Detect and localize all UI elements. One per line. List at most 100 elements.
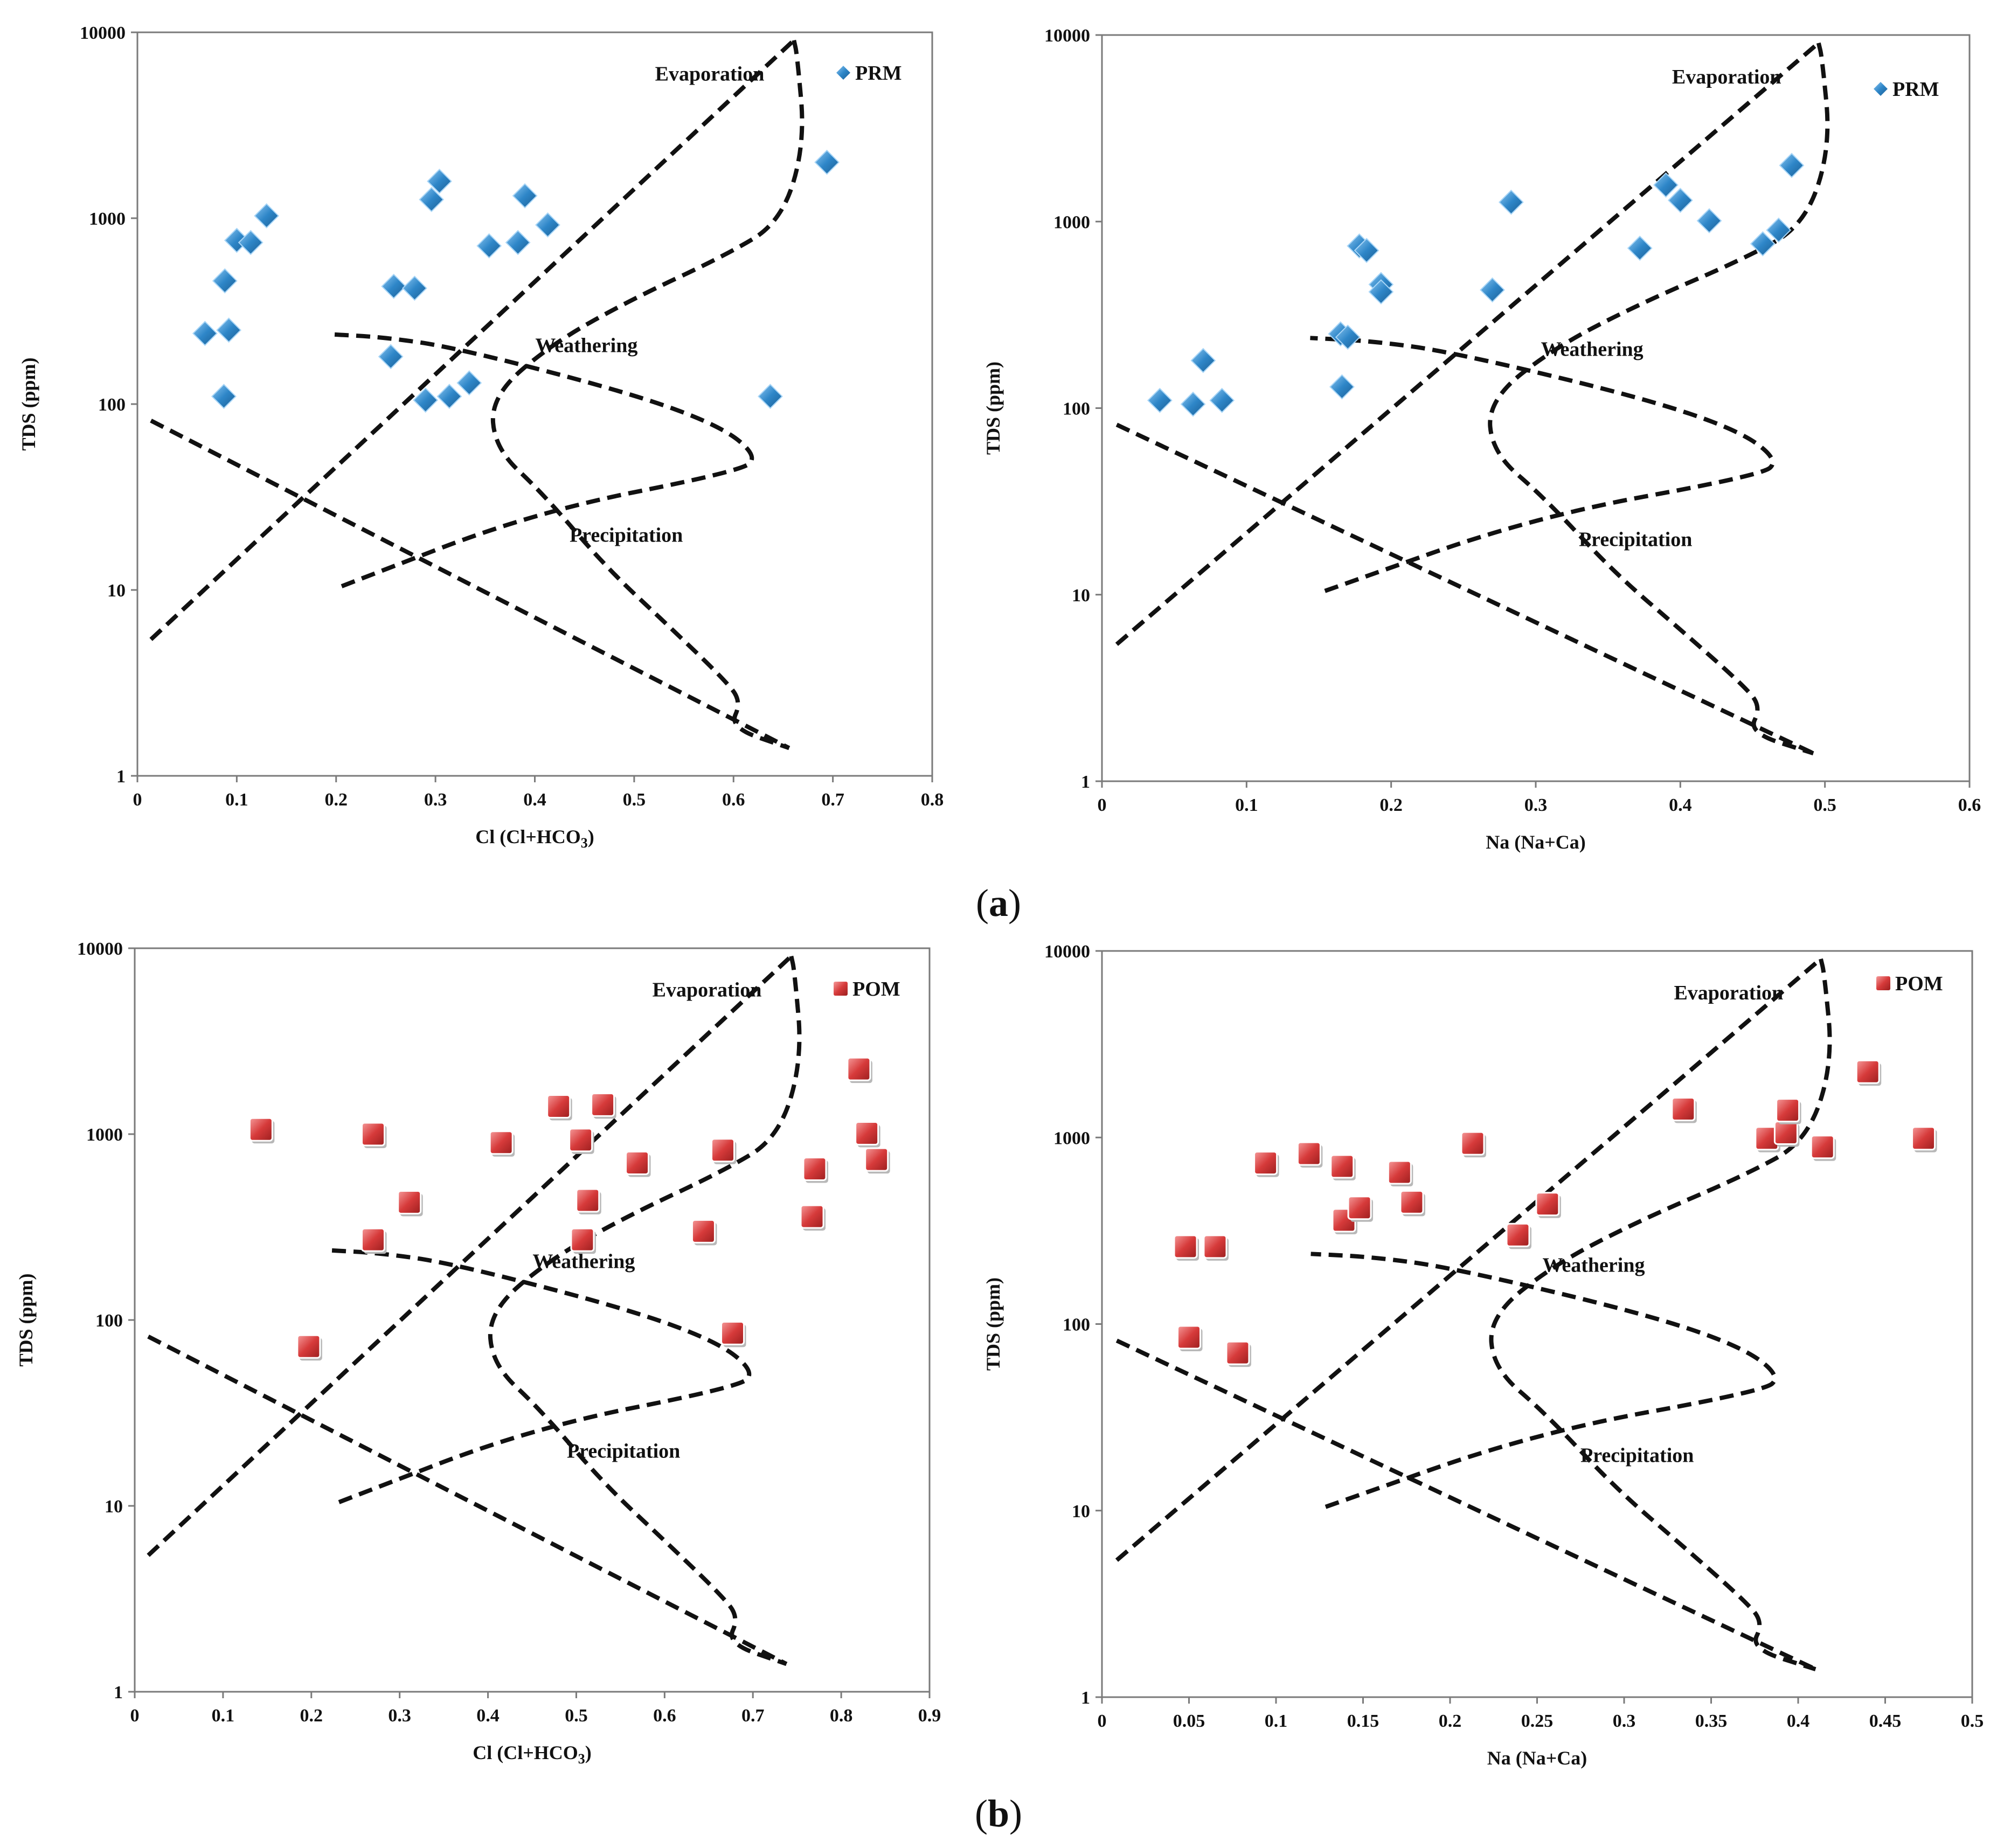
x-tick-label: 0 (1098, 1711, 1107, 1731)
y-tick-label: 1000 (89, 209, 126, 229)
x-axis-label: Na (Na+Ca) (1486, 831, 1585, 853)
y-tick-label: 1 (116, 767, 126, 787)
plot-frame (134, 947, 931, 1693)
x-tick-label: 0.5 (1813, 795, 1836, 815)
x-tick-label: 0.3 (1613, 1711, 1636, 1731)
x-tick-label: 0.8 (921, 790, 944, 810)
x-tick-label: 0.25 (1521, 1711, 1554, 1731)
data-point (568, 1128, 593, 1152)
data-point (1329, 374, 1355, 400)
weathering-envelope-curve (328, 332, 754, 588)
chart-4: 0 0.05 0.1 0.15 0.2 0.25 0.3 0.35 0.4 0.45 0.5 1 10 1… (982, 942, 1984, 1769)
data-point (1773, 1120, 1798, 1145)
x-tick-label: 0.8 (830, 1706, 853, 1726)
data-point (1354, 238, 1379, 263)
x-tick-label: 0.4 (523, 790, 546, 810)
evaporation-boundary-line (1115, 957, 1822, 1562)
data-point (505, 230, 531, 255)
zone-label-precipitation: Precipitation (570, 524, 683, 546)
x-tick-label: 0.1 (1235, 795, 1258, 815)
zone-label-evaporation: Evaporation (655, 63, 765, 86)
data-point (1190, 348, 1216, 373)
data-point (476, 233, 502, 259)
zone-label-weathering: Weathering (1541, 338, 1644, 361)
boomerang-envelope-curve (488, 955, 802, 1666)
x-tick-label: 0.5 (565, 1706, 588, 1726)
x-tick-label: 0.05 (1173, 1711, 1205, 1731)
y-tick-label: 100 (1063, 1315, 1090, 1335)
data-point (1335, 324, 1361, 350)
plot-frame (1101, 950, 1973, 1698)
x-axis-label: Cl (Cl+HCO3) (473, 1742, 592, 1767)
y-tick-label: 100 (98, 395, 126, 415)
y-axis-label: TDS (ppm) (982, 362, 1004, 455)
zone-label-precipitation: Precipitation (1579, 529, 1692, 551)
y-tick-label: 1000 (86, 1125, 123, 1145)
legend-marker (1874, 82, 1888, 96)
data-point (1653, 172, 1679, 198)
y-axis-label: TDS (ppm) (15, 1273, 37, 1366)
data-point (1387, 1160, 1412, 1185)
data-point (378, 344, 404, 370)
zone-label-evaporation: Evaporation (653, 979, 762, 1002)
zone-label-precipitation: Precipitation (1580, 1444, 1694, 1467)
data-point (436, 384, 462, 409)
y-axis-label: TDS (ppm) (982, 1277, 1004, 1371)
precipitation-boundary-line (150, 419, 791, 750)
legend-label: POM (1895, 972, 1943, 995)
data-point (1225, 1340, 1250, 1365)
chart-2: 0 0.1 0.2 0.3 0.4 0.5 0.6 1 10 100 1000 10000 Na (Na… (982, 26, 1981, 853)
data-point (535, 212, 560, 238)
y-tick-label: 1000 (1053, 1128, 1090, 1148)
data-point (855, 1121, 879, 1146)
y-tick-label: 10 (1072, 586, 1090, 606)
data-point (802, 1157, 827, 1182)
data-point (1399, 1190, 1424, 1214)
chart-3: 0 0.1 0.2 0.3 0.4 0.5 0.6 0.7 0.8 0.9 1 10 100 1000 10… (15, 939, 941, 1767)
data-point (413, 387, 439, 413)
zone-label-weathering: Weathering (535, 334, 637, 357)
zone-label-evaporation: Evaporation (1674, 982, 1783, 1004)
x-tick-label: 0.3 (424, 790, 447, 810)
data-point (1177, 1325, 1201, 1350)
x-tick-label: 0.2 (1379, 795, 1403, 815)
y-tick-label: 1 (1081, 772, 1090, 792)
y-tick-label: 10 (105, 1497, 123, 1517)
x-tick-label: 0.4 (476, 1706, 500, 1726)
x-axis-label: Na (Na+Ca) (1487, 1747, 1587, 1769)
legend-marker (1876, 976, 1890, 990)
x-tick-label: 0.1 (225, 790, 248, 810)
zone-label-weathering: Weathering (1542, 1254, 1645, 1277)
y-tick-label: 1 (114, 1683, 123, 1703)
x-tick-label: 0.4 (1669, 795, 1692, 815)
weathering-envelope-curve (325, 1248, 752, 1504)
x-tick-label: 0.4 (1787, 1711, 1810, 1731)
data-point (1173, 1234, 1198, 1259)
data-point (720, 1321, 745, 1345)
data-point (296, 1334, 321, 1359)
legend-marker (834, 982, 848, 996)
data-point (800, 1204, 824, 1229)
legend-label: POM (852, 978, 900, 1001)
boomerang-envelope-curve (490, 39, 805, 751)
data-point (570, 1227, 595, 1252)
data-point (1671, 1097, 1696, 1122)
precipitation-boundary-line (1115, 1338, 1817, 1671)
data-point (211, 384, 237, 409)
data-point (1776, 1098, 1800, 1123)
data-point (512, 183, 538, 209)
y-tick-label: 10000 (1044, 26, 1090, 46)
plot-frame (136, 31, 933, 777)
data-point (1810, 1135, 1835, 1159)
data-point (1750, 231, 1776, 256)
data-point (847, 1057, 871, 1081)
data-point (397, 1190, 422, 1214)
data-point (1203, 1234, 1228, 1259)
legend-marker (836, 66, 850, 80)
y-tick-label: 10000 (80, 23, 126, 43)
zone-label-precipitation: Precipitation (567, 1440, 680, 1462)
data-point (575, 1188, 600, 1213)
data-point (1253, 1151, 1278, 1176)
legend-label: PRM (855, 62, 902, 85)
